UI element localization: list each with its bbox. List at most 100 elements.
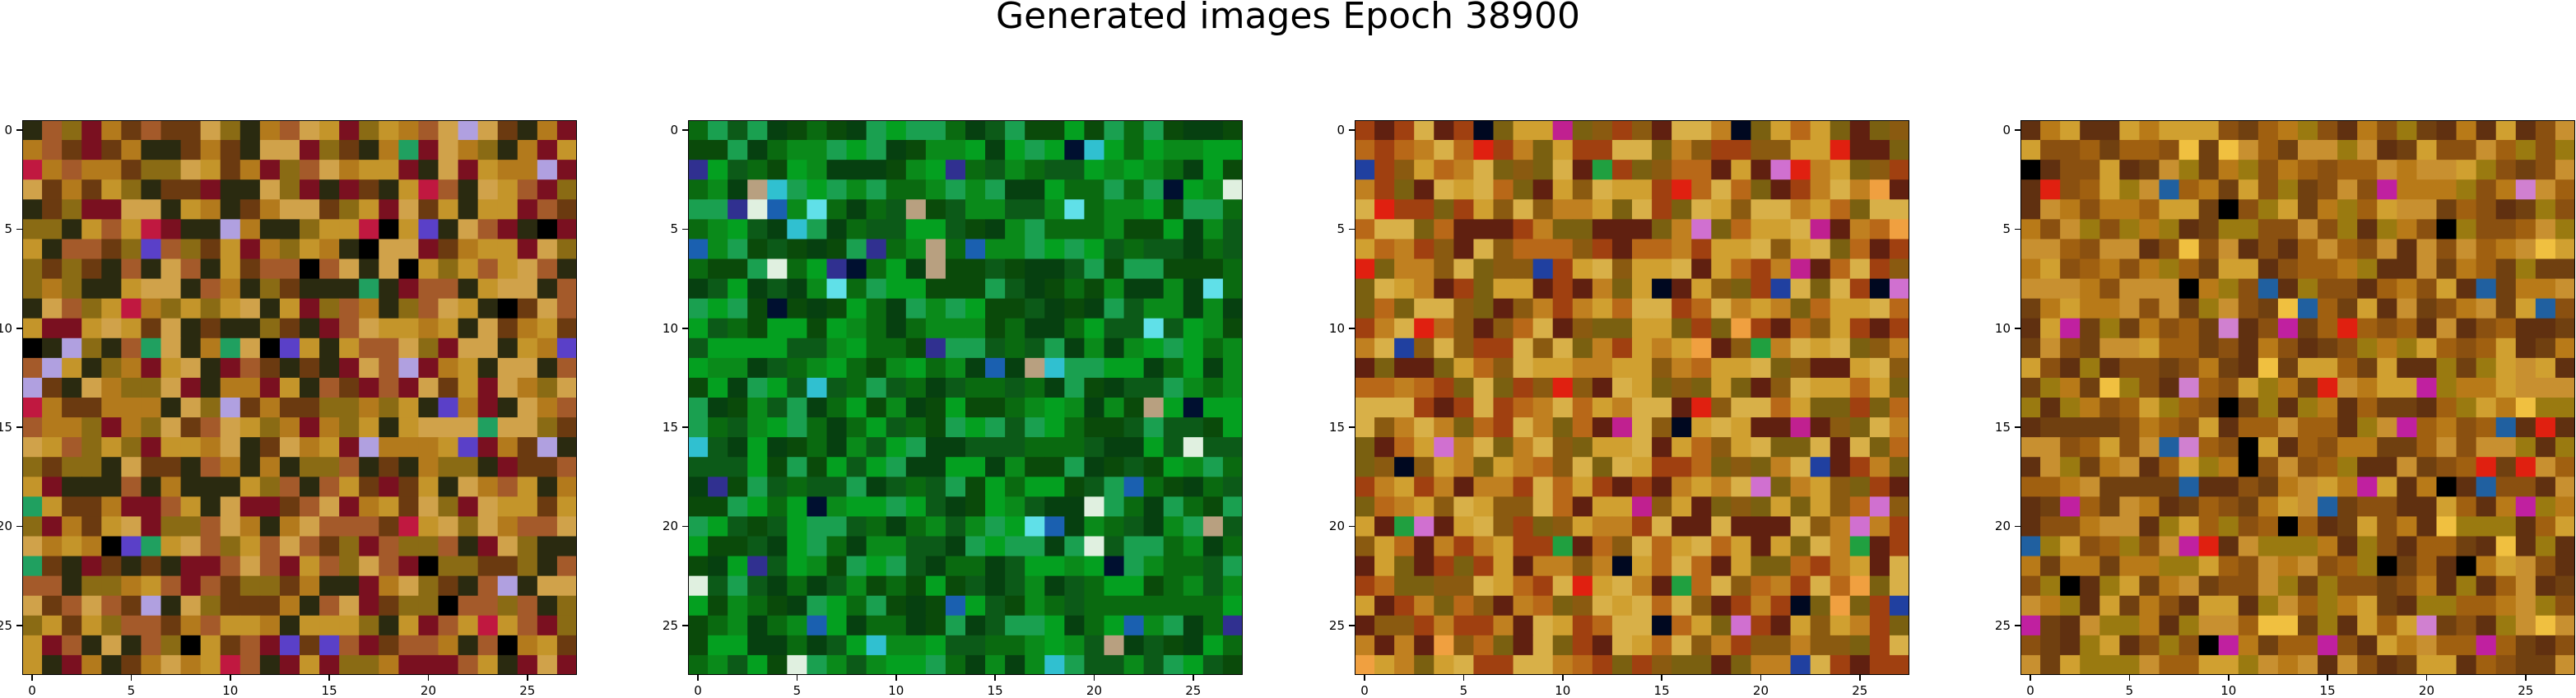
heatmap-cell (1889, 595, 1909, 617)
heatmap-cell (477, 556, 499, 577)
x-tick-label: 20 (420, 683, 436, 698)
heatmap-cell (1434, 437, 1454, 458)
heatmap-cell (1731, 357, 1752, 379)
heatmap-cell (747, 437, 768, 458)
heatmap-cell (42, 199, 63, 220)
heatmap-cell (101, 357, 122, 379)
heatmap-cell (1355, 457, 1375, 477)
heatmap-cell (1731, 516, 1752, 537)
heatmap-cell (2298, 219, 2318, 240)
heatmap-cell (1731, 457, 1752, 477)
heatmap-cell (537, 457, 558, 477)
heatmap-cell (1672, 337, 1692, 359)
heatmap-cell (1552, 239, 1574, 260)
heatmap-cell (517, 496, 538, 518)
heatmap-cell (1611, 635, 1633, 656)
heatmap-cell (2318, 615, 2338, 636)
heatmap-cell (62, 120, 82, 141)
x-tick-label: 0 (2026, 683, 2034, 698)
heatmap-cell (81, 318, 102, 339)
heatmap-cell (2436, 120, 2457, 141)
heatmap-cell (925, 654, 946, 675)
heatmap-cell (1374, 536, 1395, 557)
heatmap-cell (517, 160, 538, 180)
heatmap-cell (1374, 575, 1395, 597)
heatmap-cell (767, 318, 788, 339)
heatmap-cell (866, 140, 887, 161)
heatmap-cell (2357, 398, 2378, 418)
heatmap-cell (2357, 120, 2378, 141)
heatmap-cell (497, 654, 518, 675)
heatmap-cell (81, 398, 102, 418)
heatmap-cell (1084, 635, 1105, 656)
heatmap-cell (2277, 377, 2299, 398)
heatmap-cell (1513, 179, 1534, 200)
heatmap-cell (62, 516, 82, 537)
heatmap-cell (2377, 120, 2397, 141)
heatmap-cell (1005, 199, 1025, 220)
heatmap-cell (2495, 278, 2517, 300)
heatmap-cell (708, 496, 728, 518)
heatmap-cell (886, 417, 907, 438)
heatmap-cell (517, 398, 538, 418)
heatmap-cell (477, 437, 499, 458)
heatmap-cell (239, 575, 261, 597)
heatmap-cell (141, 219, 162, 240)
heatmap-cell (1434, 417, 1454, 438)
heatmap-cell (517, 575, 538, 597)
heatmap-cell (2119, 298, 2141, 319)
heatmap-cell (141, 278, 162, 300)
heatmap-cell (1810, 318, 1831, 339)
heatmap-cell (866, 318, 887, 339)
heatmap-cell (1592, 615, 1613, 636)
heatmap-cell (239, 278, 261, 300)
heatmap-cell (2416, 120, 2438, 141)
heatmap-cell (1123, 516, 1145, 537)
heatmap-cell (1652, 160, 1672, 180)
heatmap-cell (1183, 398, 1204, 418)
y-tick (2015, 328, 2020, 329)
heatmap-cell (1731, 120, 1752, 141)
heatmap-cell (239, 615, 261, 636)
heatmap-cell (141, 635, 162, 656)
heatmap-cell (2218, 635, 2239, 656)
heatmap-cell (2298, 477, 2318, 497)
heatmap-cell (688, 219, 709, 240)
heatmap-cell (2119, 556, 2141, 577)
heatmap-cell (259, 377, 281, 398)
heatmap-cell (2218, 615, 2239, 636)
heatmap-cell (1572, 556, 1593, 577)
heatmap-cell (121, 595, 142, 617)
heatmap-cell (339, 337, 360, 359)
heatmap-cell (767, 477, 788, 497)
heatmap-cell (22, 417, 43, 438)
heatmap-cell (1830, 437, 1851, 458)
heatmap-cell (826, 140, 848, 161)
heatmap-cell (497, 337, 518, 359)
heatmap-cell (1572, 239, 1593, 260)
heatmap-cell (379, 477, 399, 497)
heatmap-cell (1183, 318, 1204, 339)
heatmap-cell (826, 377, 848, 398)
heatmap-cell (866, 398, 887, 418)
heatmap-cell (925, 595, 946, 617)
heatmap-cell (1632, 556, 1653, 577)
heatmap-cell (1632, 575, 1653, 597)
heatmap-cell (1493, 377, 1514, 398)
heatmap-cell (180, 615, 202, 636)
heatmap-cell (1810, 357, 1831, 379)
heatmap-cell (319, 654, 340, 675)
heatmap-cell (279, 160, 300, 180)
heatmap-cell (160, 417, 182, 438)
heatmap-cell (826, 556, 848, 577)
heatmap-cell (1394, 179, 1415, 200)
heatmap-cell (1202, 199, 1224, 220)
heatmap-cell (1374, 219, 1395, 240)
heatmap-cell (497, 357, 518, 379)
heatmap-cell (160, 615, 182, 636)
heatmap-cell (1355, 298, 1375, 319)
heatmap-cell (497, 239, 518, 260)
x-tick-label: 10 (1555, 683, 1571, 698)
heatmap-cell (925, 298, 946, 319)
heatmap-cell (2456, 219, 2477, 240)
